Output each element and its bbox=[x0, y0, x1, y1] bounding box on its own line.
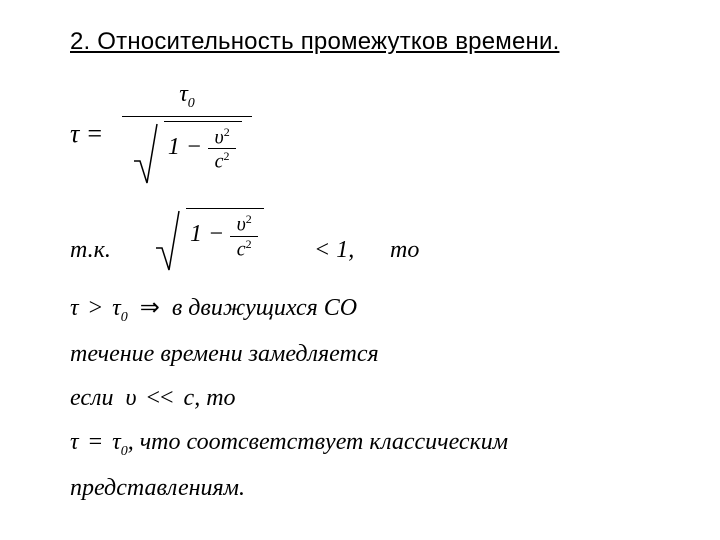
v2-over-c2-b: υ2 c2 bbox=[230, 213, 258, 259]
tau-sym: τ bbox=[70, 295, 79, 321]
if-label: если bbox=[70, 385, 113, 411]
then-label-2: то bbox=[206, 385, 235, 411]
v2-over-c2: υ2 c2 bbox=[208, 126, 236, 172]
exp-2d: 2 bbox=[246, 237, 252, 251]
exp-2: 2 bbox=[224, 125, 230, 139]
since-label: т.к. bbox=[70, 232, 111, 268]
tau-sym-2: τ bbox=[112, 295, 121, 321]
since-line: т.к. 1 − υ2 c2 bbox=[70, 204, 660, 282]
exp-2c: 2 bbox=[246, 212, 252, 226]
sqrt-expression: 1 − υ2 c2 bbox=[154, 204, 264, 285]
time-slows-text: течение времени замедляется bbox=[70, 336, 660, 372]
sub-fraction-bar bbox=[208, 148, 236, 149]
then-label: то bbox=[390, 232, 419, 268]
v-symbol-3: υ bbox=[125, 385, 136, 411]
sub-zero-2: 0 bbox=[121, 310, 128, 325]
sqrt-denominator: 1 − υ2 c2 bbox=[132, 121, 242, 198]
v-symbol-2: υ bbox=[237, 214, 246, 236]
main-fraction: τ0 1 − υ2 c2 bbox=[122, 76, 252, 198]
tau-sym-4: τ bbox=[112, 429, 121, 455]
tau-equals: τ = bbox=[70, 114, 103, 153]
radicand: 1 − υ2 c2 bbox=[164, 121, 242, 184]
fraction-bar bbox=[122, 116, 252, 117]
tau-sym-3: τ bbox=[70, 429, 79, 455]
time-dilation-formula: τ = τ0 1 − υ2 bbox=[70, 76, 660, 186]
sub-fraction-bar-2 bbox=[230, 236, 258, 237]
one-minus: 1 − bbox=[168, 134, 202, 160]
v-symbol: υ bbox=[215, 126, 224, 148]
comma: , bbox=[128, 429, 134, 455]
exp-2b: 2 bbox=[224, 149, 230, 163]
sub-zero-3: 0 bbox=[121, 444, 128, 459]
equals-sign: = bbox=[89, 429, 103, 455]
sub-zero: 0 bbox=[188, 96, 195, 111]
greater-than: > bbox=[89, 295, 103, 321]
moving-frame-text: в движущихся СО bbox=[172, 295, 357, 321]
c-symbol-3: c, bbox=[184, 385, 201, 411]
math-content: τ = τ0 1 − υ2 bbox=[70, 76, 660, 506]
if-condition-line: если υ << c, то bbox=[70, 380, 660, 416]
conclusion-line-1: τ > τ0 ⇒ в движущихся СО bbox=[70, 290, 660, 328]
c-symbol: c bbox=[215, 151, 224, 173]
section-title: 2. Относительность промежутков времени. bbox=[70, 28, 660, 56]
radical-icon-2 bbox=[154, 208, 180, 285]
less-than-one: < 1, bbox=[314, 232, 354, 268]
implies-arrow: ⇒ bbox=[140, 295, 160, 321]
classical-line: τ = τ0, что соотсветствует классическим bbox=[70, 424, 660, 462]
representations-text: представлениям. bbox=[70, 470, 660, 506]
document-page: 2. Относительность промежутков времени. … bbox=[0, 0, 720, 506]
radical-icon bbox=[132, 121, 158, 198]
one-minus-2: 1 − bbox=[190, 221, 224, 247]
tau-zero-sym: τ bbox=[179, 81, 188, 107]
numerator: τ0 bbox=[122, 76, 252, 116]
c-symbol-2: c bbox=[237, 238, 246, 260]
much-less: << bbox=[146, 385, 173, 411]
radicand-2: 1 − υ2 c2 bbox=[186, 208, 264, 271]
corresponds-text: что соотсветствует классическим bbox=[140, 429, 508, 455]
